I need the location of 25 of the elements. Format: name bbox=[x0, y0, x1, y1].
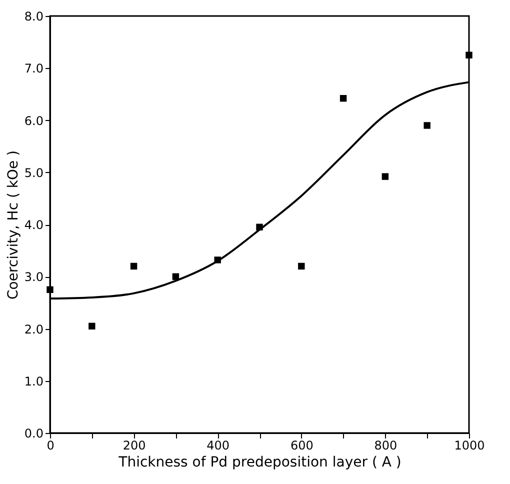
y-tick-label: 8.0 bbox=[24, 10, 44, 24]
point bbox=[466, 52, 472, 58]
point bbox=[88, 322, 96, 330]
x-tick-label: 400 bbox=[206, 438, 230, 452]
y-tick-label: 7.0 bbox=[24, 62, 44, 76]
point bbox=[424, 122, 430, 129]
y-tick-label: 3.0 bbox=[24, 270, 44, 284]
y-tick-label: 1.0 bbox=[24, 374, 44, 388]
x-tick-label: 200 bbox=[122, 438, 146, 452]
y-tick-label: 5.0 bbox=[24, 166, 44, 180]
point bbox=[298, 262, 305, 270]
point bbox=[340, 95, 347, 102]
x-axis-title: Thickness of Pd predeposition layer ( A ) bbox=[118, 454, 402, 470]
x-tick-label: 600 bbox=[290, 438, 314, 452]
y-tick-label: 2.0 bbox=[24, 322, 44, 336]
y-tick-label: 0.0 bbox=[24, 426, 44, 440]
x-tick-label: 0 bbox=[46, 438, 54, 452]
point bbox=[130, 262, 138, 270]
point bbox=[46, 286, 54, 294]
x-tick-label: 1000 bbox=[454, 438, 485, 452]
point bbox=[382, 173, 389, 180]
y-axis-title: Coercivity, Hc ( kOe ) bbox=[5, 150, 22, 300]
x-tick-label: 800 bbox=[374, 438, 398, 452]
y-tick-label: 6.0 bbox=[24, 114, 44, 128]
y-tick-label: 4.0 bbox=[24, 218, 44, 232]
